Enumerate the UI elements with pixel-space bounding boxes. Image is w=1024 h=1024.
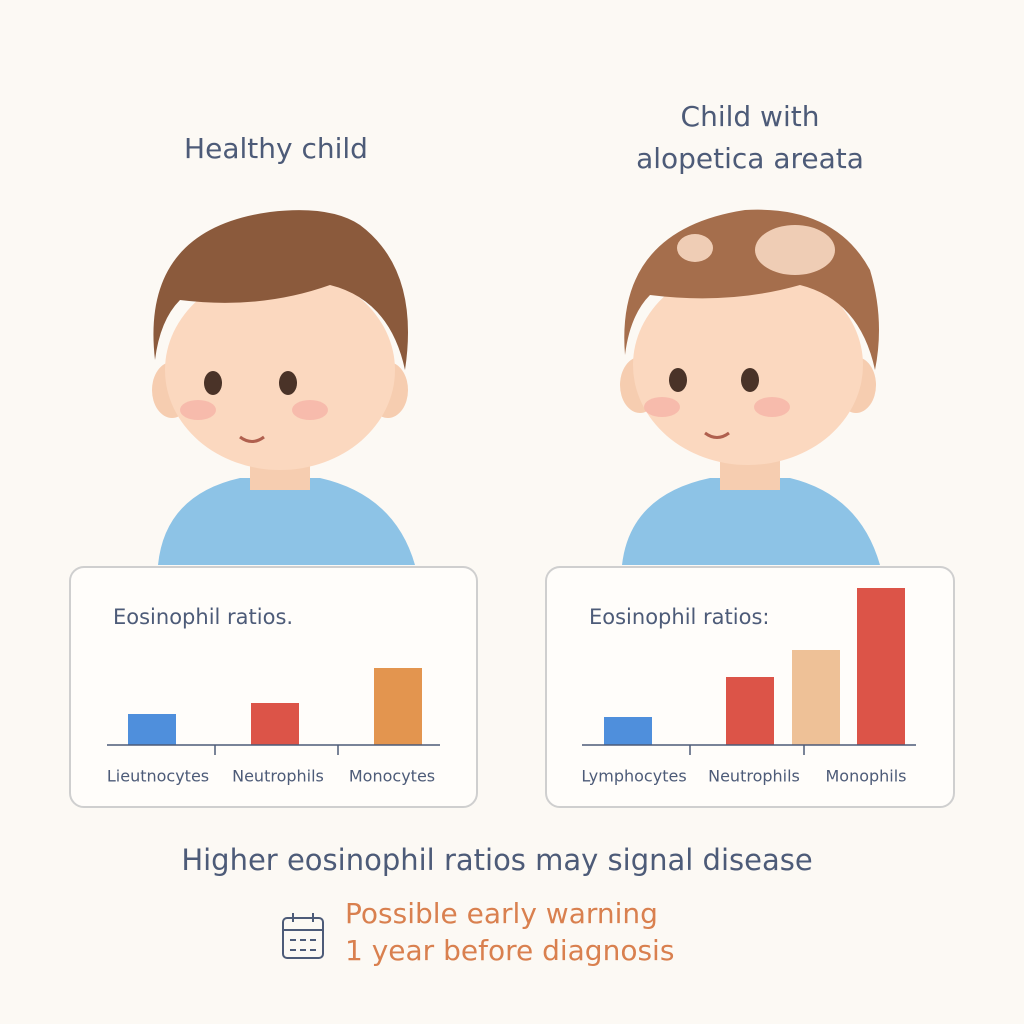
x-tick-label: Monophils	[825, 767, 906, 786]
x-tick-label: Monocytes	[349, 767, 435, 786]
statement: Higher eosinophil ratios may signal dise…	[181, 843, 812, 877]
x-tick-label: Neutrophils	[708, 767, 800, 786]
calendar-icon	[282, 913, 324, 959]
right-caption: Child with	[681, 100, 820, 133]
bar	[857, 588, 905, 745]
bar	[792, 650, 840, 745]
panel	[69, 566, 478, 808]
bar	[251, 703, 299, 745]
x-tick-label: Lieutnocytes	[107, 767, 209, 786]
x-tick-label: Lymphocytes	[581, 767, 686, 786]
chart-title: Eosinophil ratios.	[113, 605, 293, 629]
right-caption: alopetica areata	[636, 142, 864, 175]
warning: 1 year before diagnosis	[345, 934, 674, 967]
x-tick-label: Neutrophils	[232, 767, 324, 786]
child-with-alopecia	[620, 209, 880, 565]
bar	[128, 714, 176, 745]
bar	[604, 717, 652, 745]
bar	[726, 677, 774, 745]
bar	[374, 668, 422, 745]
left-caption: Healthy child	[184, 132, 368, 165]
warning: Possible early warning	[345, 897, 658, 930]
chart-title: Eosinophil ratios:	[589, 605, 769, 629]
healthy-child	[152, 210, 415, 565]
